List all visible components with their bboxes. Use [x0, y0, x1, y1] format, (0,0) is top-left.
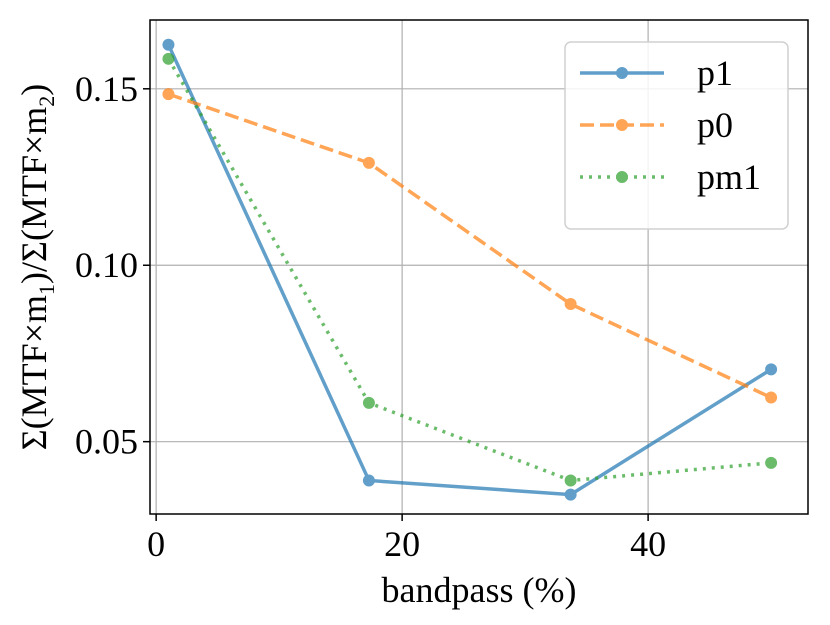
series-p1 [162, 38, 778, 501]
x-axis-label: bandpass (%) [382, 570, 577, 610]
series-line-p0 [167, 92, 772, 400]
data-point-pm1 [765, 456, 778, 469]
y-axis-label-subscript-2: 2 [34, 96, 59, 107]
data-point-p0 [162, 88, 175, 101]
series-line-pm1 [166, 57, 772, 483]
legend-label-p0: p0 [697, 105, 733, 145]
data-point-p0 [362, 156, 375, 169]
legend: p1 p0 pm1 [564, 41, 789, 230]
series-p0 [162, 88, 778, 404]
data-point-p0 [765, 391, 778, 404]
y-axis-label-subscript-1: 1 [34, 284, 59, 295]
series-layer [162, 38, 778, 501]
y-tick-label: 0.05 [75, 422, 138, 462]
data-point-pm1 [362, 396, 375, 409]
legend-label-p1: p1 [697, 53, 733, 93]
y-axis-label: Σ(MTF×m1)/Σ(MTF×m2) [14, 84, 59, 451]
y-axis-label-suffix: ) [14, 84, 54, 96]
ticks: 0 20 40 0.05 0.10 0.15 [75, 69, 666, 564]
y-axis-label-middle: )/Σ(MTF×m [14, 107, 54, 284]
legend-swatch-p1 [580, 67, 664, 79]
data-point-p1 [362, 474, 375, 487]
legend-entry-p0: p0 [580, 105, 733, 145]
y-axis-label-prefix: Σ(MTF×m [14, 295, 54, 450]
series-line-p1 [166, 43, 773, 497]
data-point-p0 [564, 298, 577, 311]
legend-swatch-p0 [580, 119, 664, 131]
legend-entry-p1: p1 [580, 53, 733, 93]
data-point-p1 [162, 38, 175, 51]
legend-marker-p0 [616, 119, 628, 131]
legend-marker-p1 [616, 67, 628, 79]
legend-label-pm1: pm1 [697, 157, 761, 197]
y-tick-label: 0.15 [75, 69, 138, 109]
legend-box [564, 41, 789, 230]
x-tick-label: 40 [630, 524, 666, 564]
plot-frame [149, 19, 809, 515]
y-tick-label: 0.10 [75, 245, 138, 285]
series-pm1 [162, 52, 778, 487]
legend-entry-pm1: pm1 [580, 157, 761, 197]
legend-marker-pm1 [616, 171, 628, 183]
x-tick-label: 0 [147, 524, 165, 564]
x-tick-label: 20 [384, 524, 420, 564]
data-point-p1 [564, 488, 577, 501]
data-point-pm1 [162, 52, 175, 65]
legend-swatch-pm1 [580, 171, 664, 183]
data-point-p1 [765, 363, 778, 376]
data-point-pm1 [564, 474, 577, 487]
